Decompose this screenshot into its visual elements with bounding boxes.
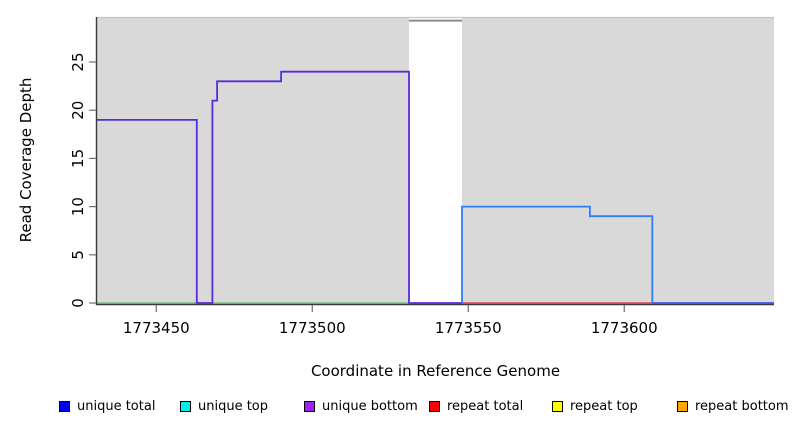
- x-tick-label-0: 1773450: [123, 319, 190, 337]
- legend-item-repeat-top: repeat top: [552, 398, 638, 414]
- legend-item-unique-top: unique top: [180, 398, 268, 414]
- legend-item-unique-total: unique total: [59, 398, 155, 414]
- x-axis-title: Coordinate in Reference Genome: [311, 362, 560, 380]
- legend-label: unique top: [198, 398, 269, 414]
- chart-legend: unique total unique top unique bottom repea…: [0, 398, 792, 420]
- y-tick-label-5: 25: [69, 52, 87, 71]
- legend-swatch-repeat-total: [429, 400, 440, 412]
- legend-swatch-unique-bottom: [304, 400, 315, 412]
- y-tick-label-2: 10: [69, 197, 87, 216]
- legend-label: repeat bottom: [695, 398, 789, 414]
- panel-background-1: [462, 17, 774, 303]
- coverage-chart: 1773450 1773500 1773550 1773600 0 5 10 15 20 25 Co…: [17, 16, 774, 380]
- y-axis-title: Read Coverage Depth: [17, 78, 35, 243]
- x-tick-label-2: 1773550: [435, 319, 502, 337]
- x-tick-label-3: 1773600: [591, 319, 658, 337]
- series-unique-bottom-step: [97, 70, 462, 304]
- legend-label: unique total: [77, 398, 156, 414]
- legend-label: unique bottom: [322, 398, 418, 414]
- legend-swatch-unique-total: [59, 400, 70, 412]
- legend-label: repeat top: [570, 398, 638, 414]
- legend-item-unique-bottom: unique bottom: [304, 398, 418, 414]
- y-tick-label-1: 5: [69, 250, 87, 260]
- y-tick-label-4: 20: [69, 101, 87, 120]
- legend-item-repeat-total: repeat total: [429, 398, 523, 414]
- legend-swatch-repeat-top: [552, 400, 563, 412]
- legend-label: repeat total: [447, 398, 524, 414]
- y-tick-label-3: 15: [69, 149, 87, 168]
- panel-background-0: [97, 17, 409, 303]
- legend-item-repeat-bottom: repeat bottom: [677, 398, 789, 414]
- legend-swatch-unique-top: [180, 400, 191, 412]
- x-tick-label-1: 1773500: [279, 319, 346, 337]
- y-tick-label-0: 0: [69, 298, 87, 308]
- legend-swatch-repeat-bottom: [677, 400, 688, 412]
